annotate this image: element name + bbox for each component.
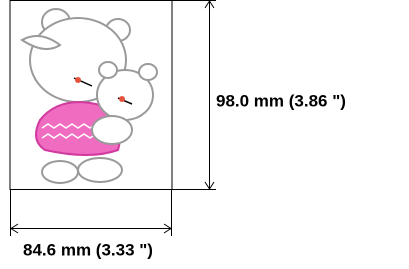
width-dimension	[11, 190, 172, 236]
height-label: 98.0 mm (3.86 ")	[216, 91, 346, 110]
width-label: 84.6 mm (3.33 ")	[23, 240, 153, 259]
design-preview: 98.0 mm (3.86 ") 84.6 mm (3.33 ")	[0, 0, 409, 269]
height-dimension	[172, 1, 216, 190]
